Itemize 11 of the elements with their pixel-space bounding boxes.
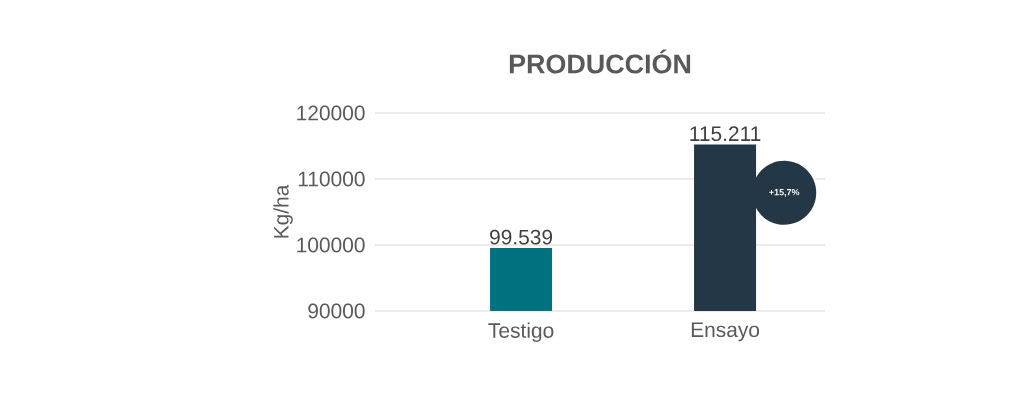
y-tick-label: 90000 bbox=[308, 303, 365, 319]
y-tick-label: 110000 bbox=[298, 171, 365, 187]
y-axis-title: Kg/ha bbox=[273, 184, 293, 238]
data-label: 99.539 bbox=[490, 229, 553, 245]
x-tick-label: Testigo bbox=[488, 322, 554, 343]
y-tick-label: 100000 bbox=[297, 237, 365, 253]
annotation: +15,7% bbox=[769, 189, 800, 197]
x-tick-label: Ensayo bbox=[691, 322, 760, 342]
data-label: 115.211 bbox=[690, 126, 761, 142]
y-tick-label: 120000 bbox=[297, 105, 365, 121]
chart-title: PRODUCCIÓN bbox=[509, 49, 691, 74]
